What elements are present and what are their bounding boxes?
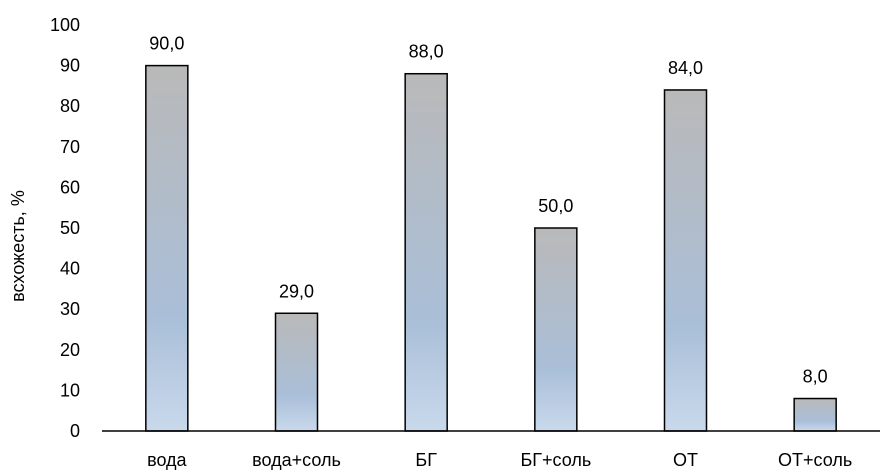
x-tick-label: БГ [415, 450, 437, 470]
data-label-background [785, 362, 846, 389]
data-label: 29,0 [279, 281, 314, 301]
x-tick-label: БГ+соль [520, 450, 591, 470]
data-label-background [525, 192, 586, 218]
y-tick-label: 60 [60, 177, 80, 197]
data-label-background [266, 277, 327, 304]
data-label: 8,0 [803, 367, 828, 387]
bar [663, 89, 708, 432]
data-label: 84,0 [668, 58, 703, 78]
bars-group [145, 64, 837, 432]
y-axis-title: всхожесть, % [8, 190, 28, 302]
data-label-background [396, 37, 457, 64]
x-tick-label: ОТ [673, 450, 698, 470]
data-label: 88,0 [409, 42, 444, 62]
y-tick-label: 50 [60, 218, 80, 238]
y-axis-ticks: 0 10 20 30 40 50 60 70 80 90 100 [50, 15, 80, 441]
y-tick-label: 10 [60, 380, 80, 400]
data-label-background [136, 29, 197, 56]
data-label: 50,0 [538, 196, 573, 216]
x-tick-label: вода [147, 450, 187, 470]
bar [145, 64, 189, 432]
x-tick-label: вода+соль [252, 450, 341, 470]
bar [274, 312, 319, 432]
y-tick-label: 20 [60, 340, 80, 360]
data-label-background [655, 53, 716, 80]
y-tick-label: 40 [60, 259, 80, 279]
y-tick-label: 70 [60, 137, 80, 157]
bar [404, 72, 448, 432]
x-tick-label: ОТ+соль [778, 450, 852, 470]
y-tick-label: 0 [70, 421, 80, 441]
data-labels-group: 90,0 29,0 88,0 50,0 84,0 8,0 [136, 29, 846, 389]
bar [534, 227, 578, 432]
y-tick-label: 30 [60, 299, 80, 319]
bar [793, 397, 837, 432]
y-tick-label: 80 [60, 96, 80, 116]
y-tick-label: 100 [50, 15, 80, 35]
y-tick-label: 90 [60, 56, 80, 76]
x-axis-labels: вода вода+соль БГ БГ+соль ОТ ОТ+соль [147, 450, 852, 470]
data-label: 90,0 [149, 34, 184, 54]
